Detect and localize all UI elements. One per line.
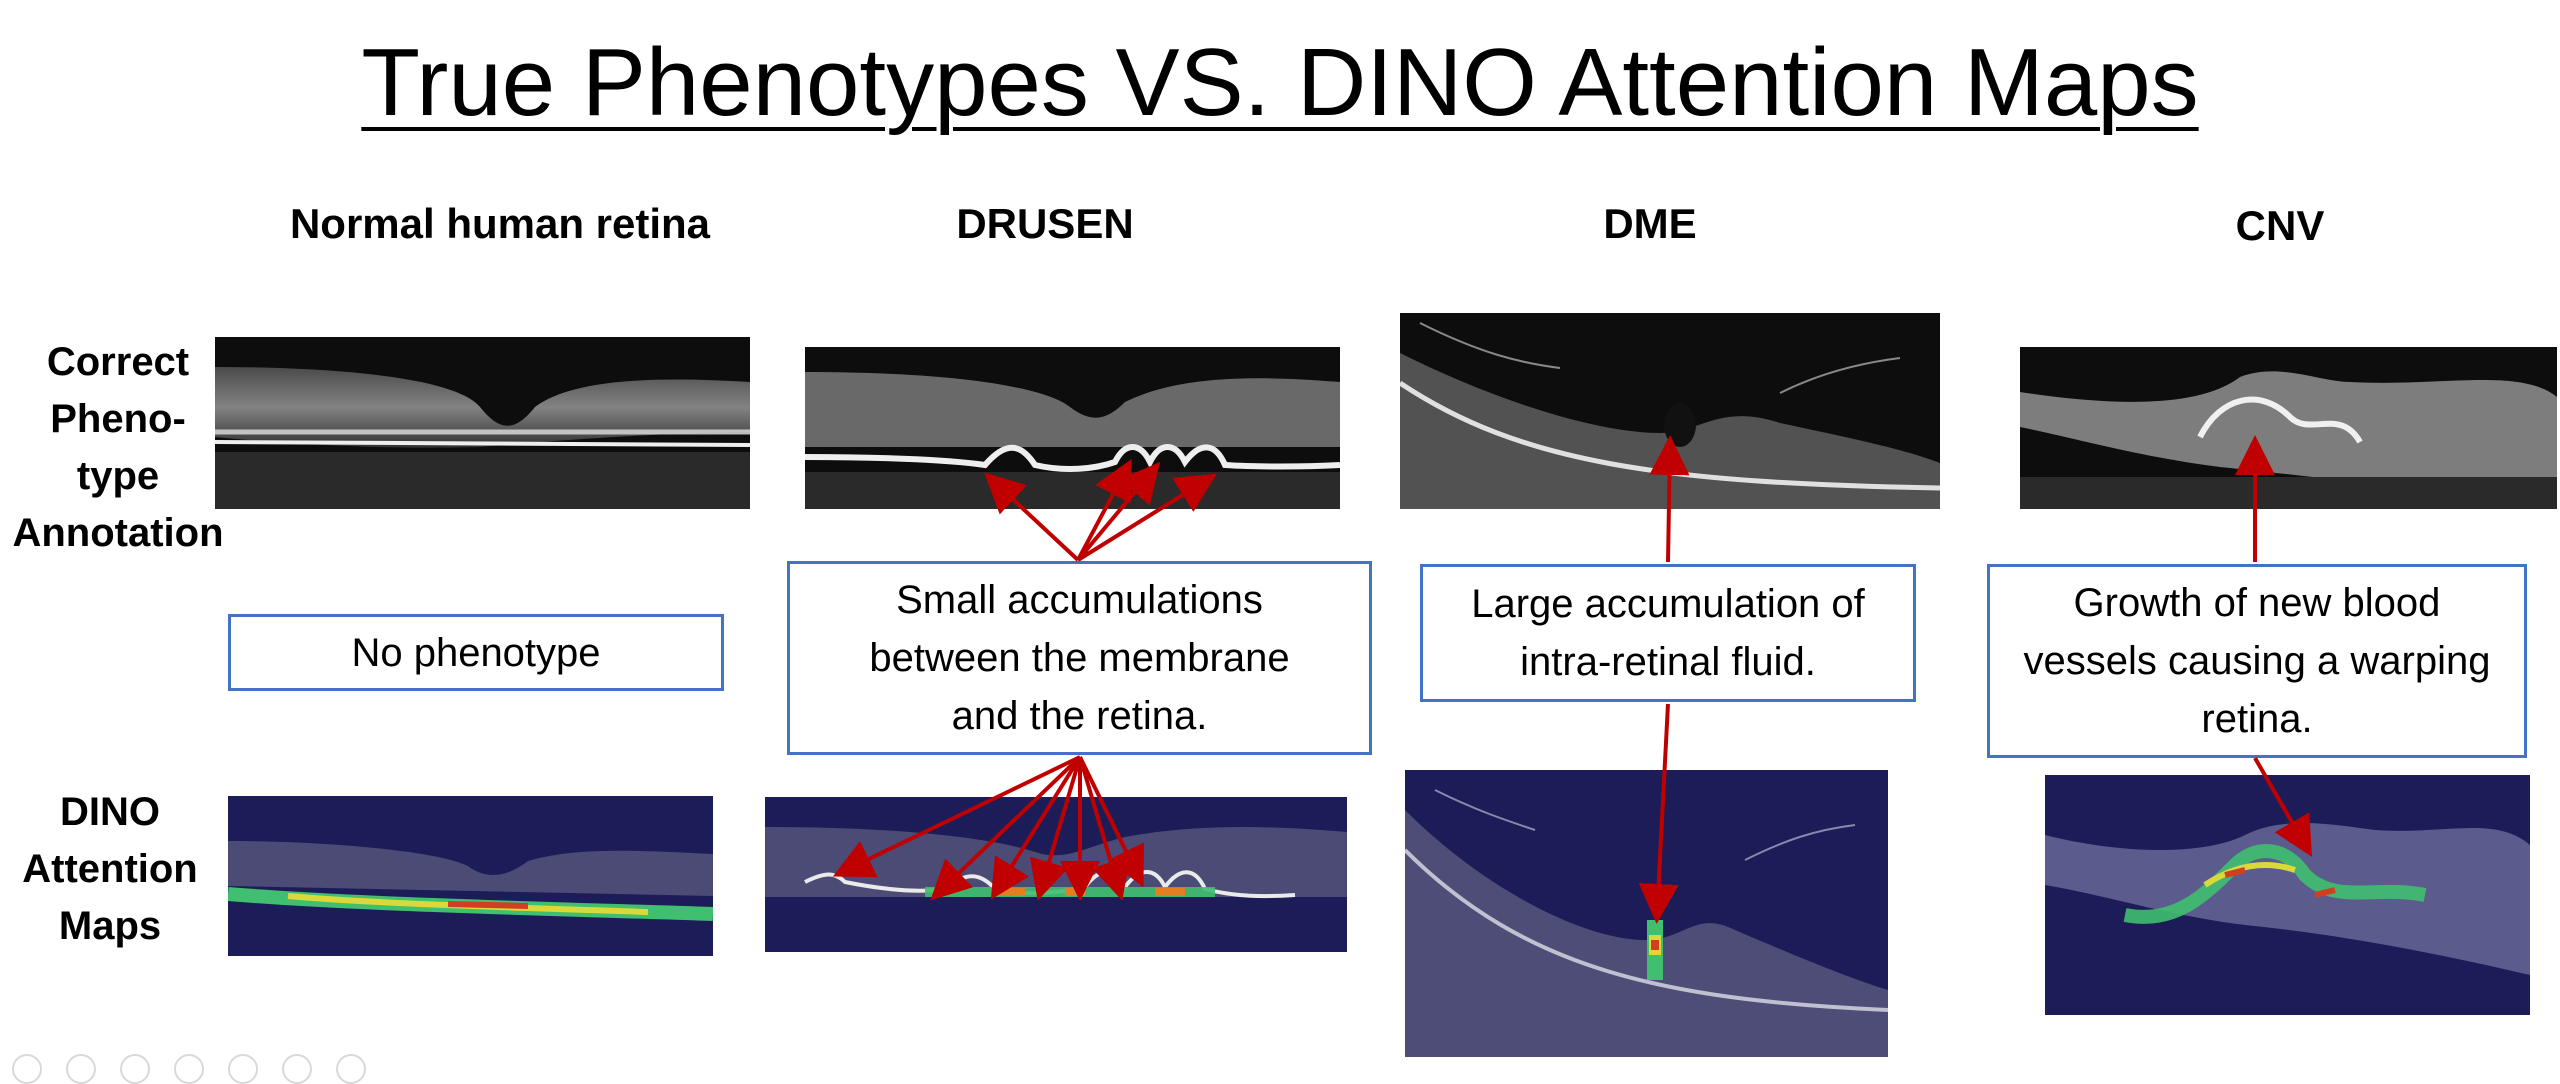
oct-scan-cnv — [2020, 347, 2557, 509]
description-box-cnv: Growth of new blood vessels causing a wa… — [1987, 564, 2527, 758]
description-text: No phenotype — [351, 630, 601, 675]
nav-dot — [336, 1054, 366, 1084]
oct-scan-drusen — [805, 347, 1340, 509]
row-heading-line: type — [76, 454, 160, 498]
description-line: Small accumulations — [896, 578, 1263, 622]
attention-map-cnv — [2045, 775, 2530, 1015]
row-heading-line: Pheno- — [50, 397, 186, 441]
description-line: Growth of new blood — [2073, 581, 2441, 625]
nav-dot — [228, 1054, 258, 1084]
description-box-normal: No phenotype — [228, 614, 724, 691]
row-heading-line: DINO — [60, 790, 160, 834]
description-box-drusen: Small accumulations between the membrane… — [787, 561, 1372, 755]
nav-dot — [12, 1054, 42, 1084]
attention-map-drusen — [765, 797, 1347, 952]
oct-scan-dme — [1400, 313, 1940, 509]
column-heading-drusen: DRUSEN — [956, 200, 1134, 247]
description-line: between the membrane — [869, 636, 1290, 680]
description-line: intra-retinal fluid. — [1520, 640, 1816, 684]
column-heading-dme: DME — [1603, 200, 1697, 247]
row-heading-line: Attention — [22, 847, 198, 891]
row-heading-dino: DINO Attention Maps — [0, 784, 220, 955]
column-heading-cnv: CNV — [2235, 202, 2325, 249]
description-line: and the retina. — [951, 694, 1208, 738]
row-heading-line: Maps — [58, 904, 162, 948]
nav-dot — [66, 1054, 96, 1084]
description-line: vessels causing a warping — [2023, 639, 2491, 683]
row-heading-line: Correct — [46, 340, 190, 384]
row-heading-annotation: Correct Pheno- type Annotation — [0, 334, 236, 562]
description-box-dme: Large accumulation of intra-retinal flui… — [1420, 564, 1916, 702]
nav-dot — [120, 1054, 150, 1084]
nav-dot — [282, 1054, 312, 1084]
slide-title: True Phenotypes VS. DINO Attention Maps — [361, 29, 2199, 136]
oct-scan-normal — [215, 337, 750, 509]
attention-map-dme — [1405, 770, 1888, 1057]
description-line: Large accumulation of — [1471, 582, 1865, 626]
column-heading-normal: Normal human retina — [289, 200, 711, 247]
nav-dot — [174, 1054, 204, 1084]
attention-map-normal — [228, 796, 713, 956]
description-line: retina. — [2201, 697, 2313, 741]
row-heading-line: Annotation — [12, 511, 224, 555]
